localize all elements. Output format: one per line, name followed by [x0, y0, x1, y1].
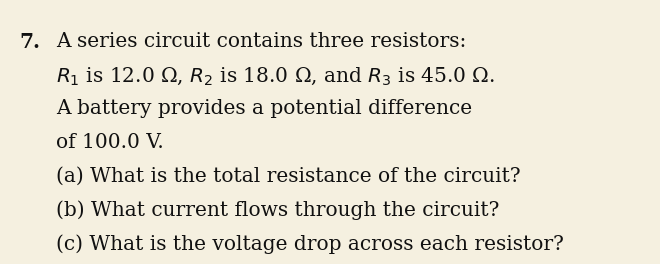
Text: $R_1$ is 12.0 Ω, $R_2$ is 18.0 Ω, and $R_3$ is 45.0 Ω.: $R_1$ is 12.0 Ω, $R_2$ is 18.0 Ω, and $R… — [56, 65, 495, 87]
Text: of 100.0 V.: of 100.0 V. — [56, 133, 164, 152]
Text: (a) What is the total resistance of the circuit?: (a) What is the total resistance of the … — [56, 167, 521, 186]
Text: A battery provides a potential difference: A battery provides a potential differenc… — [56, 99, 472, 118]
Text: 7.: 7. — [20, 32, 41, 52]
Text: (b) What current flows through the circuit?: (b) What current flows through the circu… — [56, 201, 500, 220]
Text: (c) What is the voltage drop across each resistor?: (c) What is the voltage drop across each… — [56, 234, 564, 254]
Text: A series circuit contains three resistors:: A series circuit contains three resistor… — [56, 32, 467, 51]
